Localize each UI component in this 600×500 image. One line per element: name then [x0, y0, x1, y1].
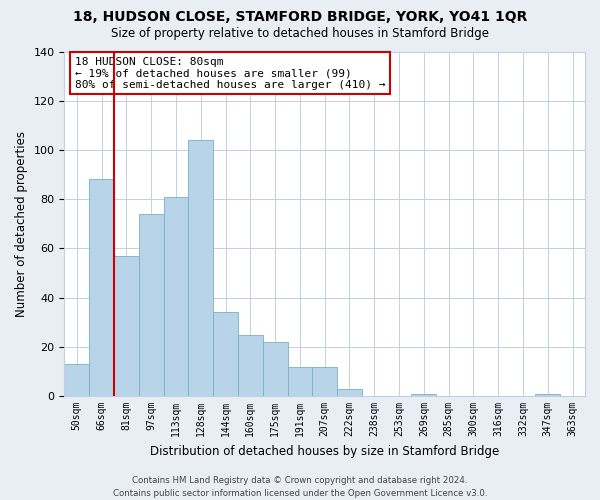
Bar — [287, 366, 313, 396]
X-axis label: Distribution of detached houses by size in Stamford Bridge: Distribution of detached houses by size … — [150, 444, 499, 458]
Text: 18, HUDSON CLOSE, STAMFORD BRIDGE, YORK, YO41 1QR: 18, HUDSON CLOSE, STAMFORD BRIDGE, YORK,… — [73, 10, 527, 24]
Bar — [412, 394, 436, 396]
Text: Contains HM Land Registry data © Crown copyright and database right 2024.
Contai: Contains HM Land Registry data © Crown c… — [113, 476, 487, 498]
Bar — [164, 196, 188, 396]
Bar — [89, 180, 114, 396]
Bar — [313, 366, 337, 396]
Bar — [114, 256, 139, 396]
Bar — [213, 312, 238, 396]
Y-axis label: Number of detached properties: Number of detached properties — [15, 131, 28, 317]
Bar — [188, 140, 213, 396]
Bar — [64, 364, 89, 396]
Bar — [535, 394, 560, 396]
Bar — [337, 388, 362, 396]
Text: Size of property relative to detached houses in Stamford Bridge: Size of property relative to detached ho… — [111, 28, 489, 40]
Bar — [139, 214, 164, 396]
Bar — [263, 342, 287, 396]
Text: 18 HUDSON CLOSE: 80sqm
← 19% of detached houses are smaller (99)
80% of semi-det: 18 HUDSON CLOSE: 80sqm ← 19% of detached… — [75, 56, 385, 90]
Bar — [238, 334, 263, 396]
